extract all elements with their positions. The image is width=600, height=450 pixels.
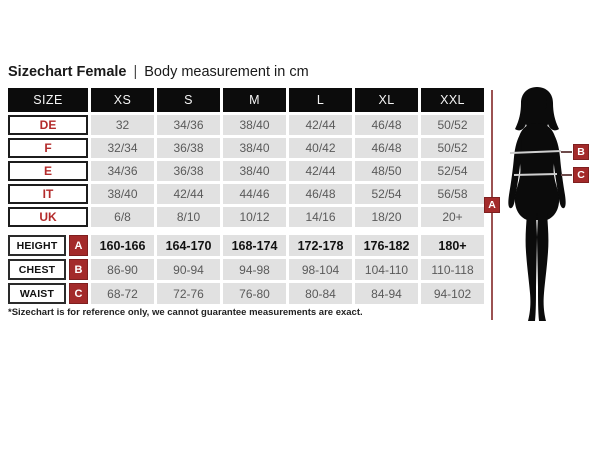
size-cell: 42/44 [157, 184, 220, 204]
marker-b-badge: B [573, 144, 589, 160]
size-cell: 6/8 [91, 207, 154, 227]
size-cell: 42/44 [289, 161, 352, 181]
marker-c-connector [561, 174, 572, 176]
marker-b-table-badge: B [69, 259, 88, 280]
size-cell: 46/48 [289, 184, 352, 204]
page-title: Sizechart Female | Body measurement in cm [8, 64, 309, 80]
size-cell: 20+ [421, 207, 484, 227]
row-label-height: HEIGHT [8, 235, 66, 256]
waist-cell: 84-94 [355, 283, 418, 304]
sizechart-table: SIZE XS S M L XL XXL DE 32 34/36 38/40 4… [8, 88, 484, 304]
marker-c-table-badge: C [69, 283, 88, 304]
size-cell: 38/40 [223, 115, 286, 135]
size-cell: 36/38 [157, 138, 220, 158]
row-label-e: E [8, 161, 88, 181]
title-separator: | [133, 64, 138, 80]
size-cell: 10/12 [223, 207, 286, 227]
size-cell: 38/40 [223, 161, 286, 181]
size-cell: 48/50 [355, 161, 418, 181]
waist-cell: 68-72 [91, 283, 154, 304]
marker-b-connector [561, 151, 572, 153]
waist-cell: 94-102 [421, 283, 484, 304]
height-cell: 172-178 [289, 235, 352, 256]
female-silhouette [508, 87, 566, 321]
measurement-label-group: CHEST B [8, 259, 88, 280]
measurement-label-group: WAIST C [8, 283, 88, 304]
size-cell: 34/36 [91, 161, 154, 181]
chest-cell: 90-94 [157, 259, 220, 280]
height-cell: 168-174 [223, 235, 286, 256]
row-label-de: DE [8, 115, 88, 135]
header-cell-xxl: XXL [421, 88, 484, 112]
size-cell: 34/36 [157, 115, 220, 135]
size-cell: 38/40 [223, 138, 286, 158]
size-cell: 46/48 [355, 138, 418, 158]
size-cell: 56/58 [421, 184, 484, 204]
header-cell-size: SIZE [8, 88, 88, 112]
size-cell: 52/54 [355, 184, 418, 204]
size-cell: 14/16 [289, 207, 352, 227]
chest-cell: 104-110 [355, 259, 418, 280]
chest-measure-line [509, 150, 562, 154]
size-cell: 50/52 [421, 115, 484, 135]
size-cell: 18/20 [355, 207, 418, 227]
size-cell: 40/42 [289, 138, 352, 158]
waist-cell: 72-76 [157, 283, 220, 304]
marker-a-table-badge: A [69, 235, 88, 256]
size-cell: 50/52 [421, 138, 484, 158]
size-cell: 46/48 [355, 115, 418, 135]
height-cell: 180+ [421, 235, 484, 256]
row-label-uk: UK [8, 207, 88, 227]
row-label-it: IT [8, 184, 88, 204]
height-cell: 160-166 [91, 235, 154, 256]
height-cell: 164-170 [157, 235, 220, 256]
waist-cell: 80-84 [289, 283, 352, 304]
title-main: Sizechart Female [8, 64, 127, 80]
size-cell: 52/54 [421, 161, 484, 181]
waist-measure-line [513, 173, 558, 176]
section-divider [8, 230, 484, 232]
marker-a-badge: A [484, 197, 500, 213]
row-label-f: F [8, 138, 88, 158]
header-cell-xl: XL [355, 88, 418, 112]
measurement-label-group: HEIGHT A [8, 235, 88, 256]
footnote: *Sizechart is for reference only, we can… [8, 307, 363, 318]
marker-c-badge: C [573, 167, 589, 183]
size-cell: 42/44 [289, 115, 352, 135]
chest-cell: 94-98 [223, 259, 286, 280]
size-cell: 36/38 [157, 161, 220, 181]
size-cell: 44/46 [223, 184, 286, 204]
size-cell: 38/40 [91, 184, 154, 204]
header-cell-xs: XS [91, 88, 154, 112]
chest-cell: 98-104 [289, 259, 352, 280]
row-label-waist: WAIST [8, 283, 66, 304]
title-subtitle: Body measurement in cm [144, 64, 309, 80]
row-label-chest: CHEST [8, 259, 66, 280]
header-cell-s: S [157, 88, 220, 112]
size-cell: 32/34 [91, 138, 154, 158]
header-cell-l: L [289, 88, 352, 112]
chest-cell: 86-90 [91, 259, 154, 280]
size-cell: 8/10 [157, 207, 220, 227]
header-cell-m: M [223, 88, 286, 112]
height-cell: 176-182 [355, 235, 418, 256]
chest-cell: 110-118 [421, 259, 484, 280]
size-cell: 32 [91, 115, 154, 135]
waist-cell: 76-80 [223, 283, 286, 304]
